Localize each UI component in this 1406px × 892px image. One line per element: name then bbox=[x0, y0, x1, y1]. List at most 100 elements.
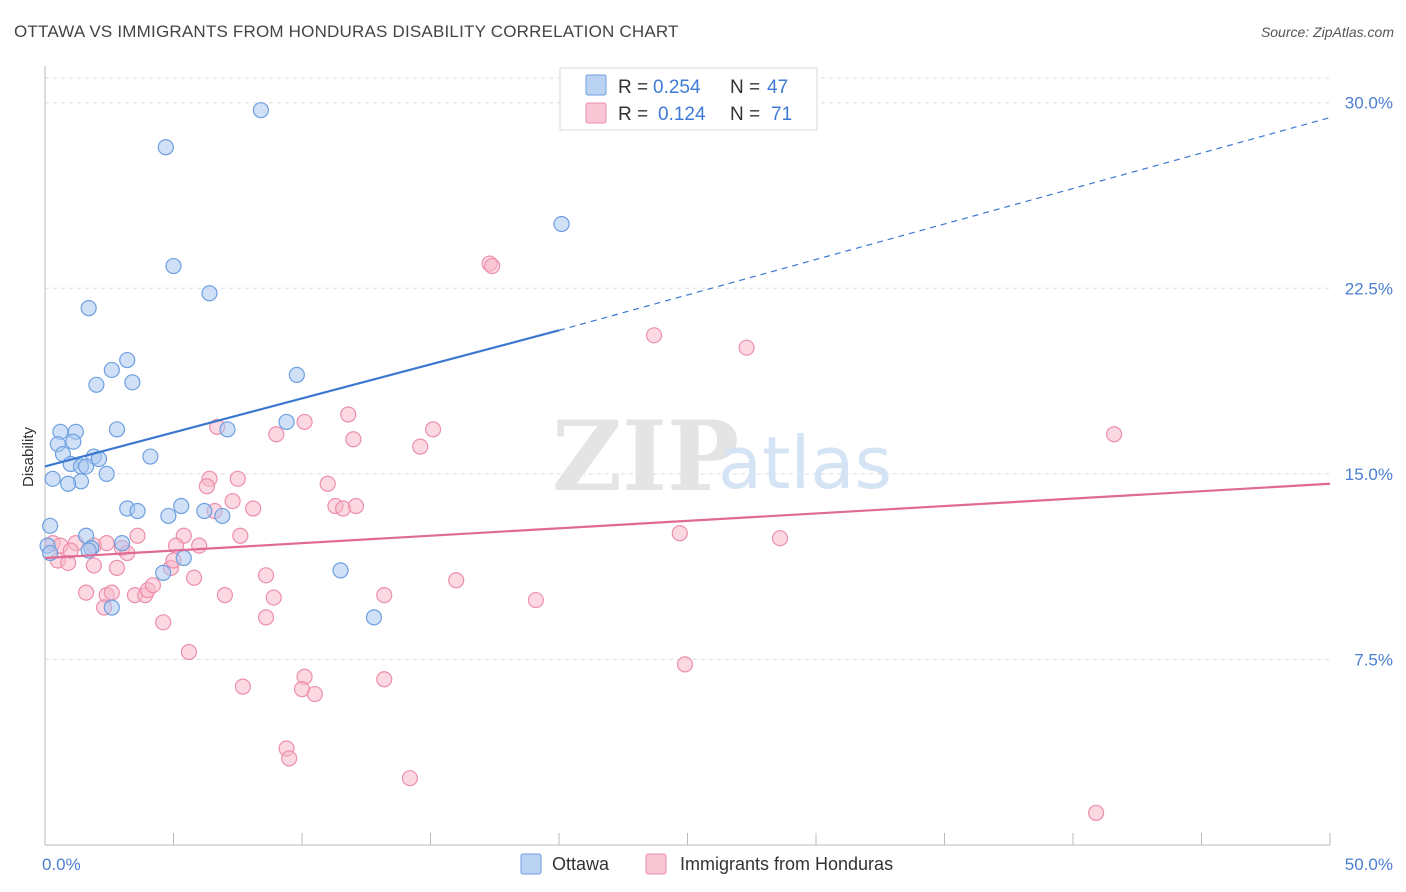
ottawa-point-41 bbox=[155, 564, 172, 581]
honduras-point-17 bbox=[224, 492, 241, 510]
ottawa-point-42 bbox=[332, 562, 349, 579]
ottawa-point-32 bbox=[160, 507, 177, 525]
ottawa-point-10 bbox=[124, 374, 141, 391]
y-tick-label-1: 15.0% bbox=[1345, 465, 1393, 484]
bottom-legend: Ottawa Immigrants from Honduras bbox=[520, 853, 893, 875]
legend-swatch-ottawa bbox=[585, 74, 607, 96]
honduras-point-42 bbox=[185, 569, 203, 586]
ottawa-point-5 bbox=[80, 300, 97, 317]
bottom-legend-swatch-honduras bbox=[645, 853, 667, 875]
legend-r-value-honduras: 0.124 bbox=[658, 104, 706, 125]
series-honduras-points bbox=[44, 255, 1123, 821]
honduras-point-10 bbox=[345, 431, 362, 448]
legend-n-value-ottawa: 47 bbox=[767, 77, 788, 98]
honduras-point-62 bbox=[376, 671, 393, 688]
ottawa-point-28 bbox=[60, 475, 77, 492]
legend-n-value-honduras: 71 bbox=[771, 104, 792, 125]
grid-lines bbox=[45, 77, 1330, 660]
honduras-point-25 bbox=[671, 525, 688, 542]
ottawa-point-40 bbox=[175, 549, 192, 567]
honduras-point-45 bbox=[78, 584, 95, 601]
watermark-zip: ZIP bbox=[552, 400, 739, 513]
trend-lines bbox=[44, 117, 1331, 560]
trend-line-ottawa bbox=[44, 329, 560, 468]
ottawa-point-1 bbox=[157, 139, 174, 156]
ottawa-point-31 bbox=[129, 502, 146, 520]
honduras-point-54 bbox=[376, 587, 393, 604]
watermark: ZIP atlas bbox=[552, 400, 892, 513]
ottawa-point-2 bbox=[553, 215, 570, 233]
honduras-point-43 bbox=[257, 567, 275, 584]
y-tick-label-3: 30.0% bbox=[1345, 94, 1393, 113]
trend-line-honduras bbox=[44, 482, 1331, 560]
honduras-point-51 bbox=[144, 577, 162, 594]
honduras-point-22 bbox=[129, 527, 146, 544]
ottawa-point-3 bbox=[165, 257, 182, 275]
honduras-point-53 bbox=[265, 589, 282, 606]
legend-n-label-ottawa: N = bbox=[730, 77, 760, 98]
y-tick-labels: 7.5% 15.0% 22.5% 30.0% bbox=[1345, 94, 1393, 670]
honduras-point-1 bbox=[484, 257, 501, 275]
honduras-point-67 bbox=[281, 750, 298, 767]
honduras-point-5 bbox=[340, 406, 357, 423]
ottawa-point-43 bbox=[103, 599, 120, 616]
series-ottawa-points bbox=[39, 102, 570, 626]
honduras-point-26 bbox=[771, 530, 789, 547]
ottawa-point-0 bbox=[252, 102, 269, 119]
honduras-point-6 bbox=[424, 421, 442, 438]
ottawa-point-6 bbox=[119, 351, 136, 369]
honduras-point-21 bbox=[347, 497, 365, 515]
legend-swatch-honduras bbox=[585, 102, 607, 124]
honduras-point-65 bbox=[306, 685, 323, 703]
honduras-point-3 bbox=[738, 339, 755, 356]
ottawa-point-9 bbox=[88, 376, 105, 393]
x-tick-label-1: 50.0% bbox=[1345, 855, 1393, 874]
honduras-point-69 bbox=[1088, 804, 1105, 821]
honduras-point-24 bbox=[232, 527, 249, 544]
honduras-point-39 bbox=[108, 559, 126, 576]
x-tick-labels: 0.0% 50.0% bbox=[42, 855, 1393, 874]
honduras-point-57 bbox=[257, 609, 275, 626]
honduras-point-70 bbox=[62, 542, 79, 559]
trend-line-ottawa-extension bbox=[558, 117, 1331, 331]
honduras-point-8 bbox=[268, 426, 285, 443]
legend-r-label-ottawa: R = bbox=[618, 77, 648, 98]
honduras-point-14 bbox=[198, 478, 216, 495]
honduras-point-52 bbox=[216, 587, 233, 604]
y-tick-label-0: 7.5% bbox=[1354, 650, 1393, 669]
legend-r-value-ottawa: 0.254 bbox=[653, 77, 701, 98]
honduras-point-38 bbox=[85, 557, 102, 574]
ottawa-point-25 bbox=[98, 465, 115, 482]
ottawa-point-15 bbox=[219, 421, 236, 438]
honduras-point-11 bbox=[412, 438, 429, 455]
ottawa-point-33 bbox=[196, 502, 213, 520]
ottawa-point-44 bbox=[365, 609, 383, 626]
ottawa-point-26 bbox=[44, 470, 61, 487]
honduras-point-58 bbox=[155, 614, 172, 631]
honduras-point-18 bbox=[245, 500, 262, 517]
bottom-legend-swatch-ottawa bbox=[520, 853, 542, 875]
x-tick-label-0: 0.0% bbox=[42, 855, 81, 874]
honduras-point-31 bbox=[98, 535, 115, 552]
ottawa-point-7 bbox=[288, 366, 305, 384]
honduras-point-2 bbox=[645, 327, 663, 344]
ottawa-point-8 bbox=[103, 361, 120, 379]
honduras-point-4 bbox=[1106, 426, 1123, 443]
honduras-point-59 bbox=[180, 643, 198, 661]
chart-title: OTTAWA VS IMMIGRANTS FROM HONDURAS DISAB… bbox=[14, 22, 679, 41]
ottawa-point-4 bbox=[201, 285, 218, 302]
honduras-point-47 bbox=[103, 584, 120, 601]
ottawa-point-29 bbox=[173, 497, 190, 515]
y-axis-title: Disability bbox=[20, 426, 37, 487]
honduras-point-63 bbox=[234, 678, 251, 695]
ottawa-point-13 bbox=[108, 421, 126, 438]
honduras-point-35 bbox=[191, 537, 208, 554]
honduras-point-9 bbox=[296, 413, 313, 431]
source-label: Source: ZipAtlas.com bbox=[1260, 24, 1394, 40]
ottawa-point-35 bbox=[42, 517, 59, 534]
honduras-point-68 bbox=[401, 770, 419, 787]
bottom-legend-label-honduras: Immigrants from Honduras bbox=[680, 854, 893, 874]
ottawa-point-17 bbox=[65, 433, 82, 450]
ottawa-point-22 bbox=[142, 448, 159, 465]
